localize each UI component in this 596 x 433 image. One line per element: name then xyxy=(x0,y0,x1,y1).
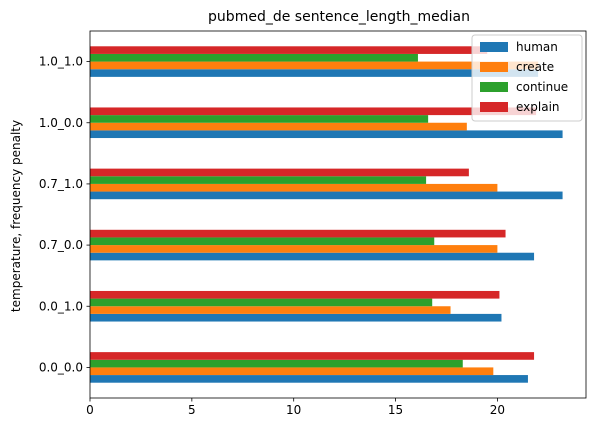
x-tick-label: 10 xyxy=(286,403,301,417)
bar-human-1.0_0.0 xyxy=(90,130,563,139)
y-axis-label: temperature, frequency penalty xyxy=(9,120,23,312)
bar-continue-1.0_1.0 xyxy=(90,53,418,62)
bars-group xyxy=(90,46,563,383)
y-tick-label: 0.7_1.0 xyxy=(39,177,83,191)
bar-continue-0.0_0.0 xyxy=(90,359,463,368)
bar-create-1.0_1.0 xyxy=(90,61,539,70)
bar-explain-0.0_1.0 xyxy=(90,290,500,299)
bar-explain-1.0_1.0 xyxy=(90,46,488,54)
bar-human-1.0_1.0 xyxy=(90,69,539,77)
legend-swatch-human xyxy=(480,42,508,52)
bar-create-0.0_1.0 xyxy=(90,306,451,314)
y-tick-label: 0.7_0.0 xyxy=(39,238,83,252)
bar-human-0.7_1.0 xyxy=(90,191,563,200)
legend-swatch-create xyxy=(480,62,508,72)
bar-human-0.7_0.0 xyxy=(90,252,535,261)
legend-label-continue: continue xyxy=(516,80,568,94)
bar-human-0.0_1.0 xyxy=(90,313,502,322)
bar-continue-1.0_0.0 xyxy=(90,115,429,123)
bar-create-0.7_0.0 xyxy=(90,245,498,253)
legend-label-explain: explain xyxy=(516,100,560,114)
legend-swatch-explain xyxy=(480,102,508,112)
bar-continue-0.7_1.0 xyxy=(90,176,427,184)
legend-box xyxy=(471,34,583,122)
x-tick-label: 0 xyxy=(86,403,94,417)
bar-continue-0.7_0.0 xyxy=(90,237,435,246)
bar-continue-0.0_1.0 xyxy=(90,298,433,307)
bar-explain-0.7_1.0 xyxy=(90,168,469,177)
axes-group: 0 5 10 15 20 0.0_0.0 0.0_1.0 0.7_0.0 0.7_1.0 1.0_… xyxy=(39,30,587,417)
bar-create-1.0_0.0 xyxy=(90,122,467,131)
bar-create-0.0_0.0 xyxy=(90,367,494,376)
plot-frame xyxy=(89,30,587,399)
legend-label-human: human xyxy=(516,40,558,54)
chart-title: pubmed_de sentence_length_median xyxy=(208,9,470,25)
y-tick-label: 0.0_1.0 xyxy=(39,299,83,313)
x-tick-label: 15 xyxy=(388,403,403,417)
y-tick-label: 0.0_0.0 xyxy=(39,360,83,374)
y-tick-label: 1.0_0.0 xyxy=(39,116,83,130)
legend-label-create: create xyxy=(516,60,554,74)
legend-swatch-continue xyxy=(480,82,508,92)
y-tick-label: 1.0_1.0 xyxy=(39,55,83,69)
bar-human-0.0_0.0 xyxy=(90,375,528,383)
bar-explain-1.0_0.0 xyxy=(90,107,537,116)
bar-explain-0.0_0.0 xyxy=(90,352,535,360)
x-tick-label: 20 xyxy=(490,403,505,417)
x-tick-label: 5 xyxy=(188,403,196,417)
bar-create-0.7_1.0 xyxy=(90,183,498,192)
legend: human create continue explain xyxy=(471,34,583,122)
bar-explain-0.7_0.0 xyxy=(90,229,506,238)
